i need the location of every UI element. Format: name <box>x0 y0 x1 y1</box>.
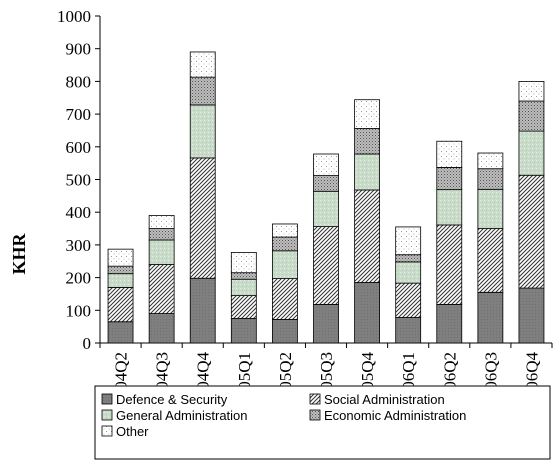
bar-segment-other <box>107 248 134 267</box>
bar-segment-other <box>148 215 175 229</box>
bar-segment-social-administration <box>354 189 380 283</box>
bar-segment-social-administration <box>518 174 545 289</box>
y-tick-label: 800 <box>66 72 92 91</box>
bar-segment-general-administration <box>313 190 339 227</box>
bar-segment-other <box>354 99 380 129</box>
bar-segment-general-administration <box>395 261 422 284</box>
legend-swatch <box>309 393 321 405</box>
bar-segment-social-administration <box>313 226 339 305</box>
bar-segment-social-administration <box>436 224 463 305</box>
y-tick-label: 0 <box>83 334 92 353</box>
x-tick-label: 06Q1 <box>399 352 418 390</box>
bar-segment-economic-administration <box>107 265 134 275</box>
bar-segment-economic-administration <box>230 272 257 280</box>
bar-segment-social-administration <box>107 287 134 323</box>
bar-segment-other <box>230 252 257 274</box>
bar-segment-other <box>189 51 216 78</box>
bar-segment-defence-security <box>230 318 257 344</box>
bar-segment-other <box>518 81 545 102</box>
bar-segment-general-administration <box>107 273 134 288</box>
x-tick-label: 06Q3 <box>481 352 500 390</box>
legend-swatch <box>101 409 113 421</box>
bar-segment-general-administration <box>272 250 298 279</box>
bar-segment-other <box>272 223 298 238</box>
bar-segment-economic-administration <box>436 167 463 191</box>
bar-segment-economic-administration <box>395 254 422 263</box>
bar-segment-economic-administration <box>148 228 175 241</box>
bar-segment-general-administration <box>518 130 545 176</box>
x-tick-label: 05Q3 <box>317 352 336 390</box>
y-tick-label: 700 <box>66 105 92 124</box>
bar-segment-economic-administration <box>189 76 216 106</box>
x-tick-label: 04Q3 <box>153 352 172 390</box>
legend-swatch <box>309 409 321 421</box>
x-tick-label: 05Q4 <box>358 352 377 390</box>
bar-segment-social-administration <box>148 264 175 314</box>
bar-segment-social-administration <box>395 282 422 318</box>
legend-label: Defence & Security <box>116 392 228 407</box>
bar-segment-defence-security <box>107 321 134 344</box>
bar-segment-social-administration <box>189 157 216 279</box>
bar-segment-economic-administration <box>272 236 298 252</box>
x-tick-label: 04Q4 <box>194 352 213 390</box>
x-tick-label: 05Q2 <box>276 352 295 390</box>
y-tick-label: 300 <box>66 236 92 255</box>
bar-segment-other <box>395 226 422 256</box>
bar-segment-defence-security <box>518 287 545 344</box>
bar-segment-general-administration <box>230 278 257 296</box>
bar-segment-defence-security <box>395 317 422 344</box>
y-tick-label: 500 <box>66 171 92 190</box>
labels-group: 0 100 200 300 400 500 600 700 800 900 1000 04Q2 04Q3… <box>57 7 541 390</box>
legend-label: General Administration <box>116 408 248 423</box>
y-tick-label: 400 <box>66 203 92 222</box>
y-tick-label: 600 <box>66 138 92 157</box>
bar-segment-defence-security <box>272 319 298 344</box>
bar-segment-defence-security <box>477 291 504 344</box>
y-tick-label: 200 <box>66 269 92 288</box>
bar-segment-economic-administration <box>518 100 545 132</box>
axes-group <box>95 15 553 348</box>
legend: Defence & Security Social Administration G… <box>94 385 551 460</box>
bar-segment-social-administration <box>230 295 257 319</box>
bar-segment-economic-administration <box>313 175 339 192</box>
bar-segment-social-administration <box>272 278 298 320</box>
x-tick-label: 04Q2 <box>112 352 131 390</box>
bar-segment-defence-security <box>189 277 216 344</box>
legend-swatch <box>101 393 113 405</box>
bar-segment-general-administration <box>189 104 216 159</box>
bar-segment-defence-security <box>354 282 380 344</box>
bar-segment-general-administration <box>354 153 380 191</box>
bar-segment-other <box>436 140 463 168</box>
bar-segment-economic-administration <box>477 168 504 190</box>
bar-segment-general-administration <box>477 188 504 229</box>
bar-segment-defence-security <box>148 313 175 344</box>
y-axis-title: KHR <box>9 233 29 275</box>
legend-label: Economic Administration <box>324 408 466 423</box>
x-tick-label: 06Q4 <box>522 352 541 390</box>
y-tick-label: 900 <box>66 40 92 59</box>
bars-group <box>107 51 545 344</box>
y-tick-label: 1000 <box>57 7 91 26</box>
bar-segment-other <box>477 152 504 170</box>
x-tick-label: 05Q1 <box>235 352 254 390</box>
x-tick-label: 06Q2 <box>440 352 459 390</box>
bar-segment-other <box>313 153 339 176</box>
bar-segment-social-administration <box>477 228 504 293</box>
legend-swatch <box>101 425 113 437</box>
bar-segment-economic-administration <box>354 128 380 155</box>
y-tick-label: 100 <box>66 301 92 320</box>
legend-label: Other <box>116 424 149 439</box>
legend-box <box>94 385 551 460</box>
bar-segment-general-administration <box>436 189 463 226</box>
legend-label: Social Administration <box>324 392 445 407</box>
bar-segment-general-administration <box>148 239 175 265</box>
bar-segment-defence-security <box>436 304 463 344</box>
bar-segment-defence-security <box>313 304 339 344</box>
